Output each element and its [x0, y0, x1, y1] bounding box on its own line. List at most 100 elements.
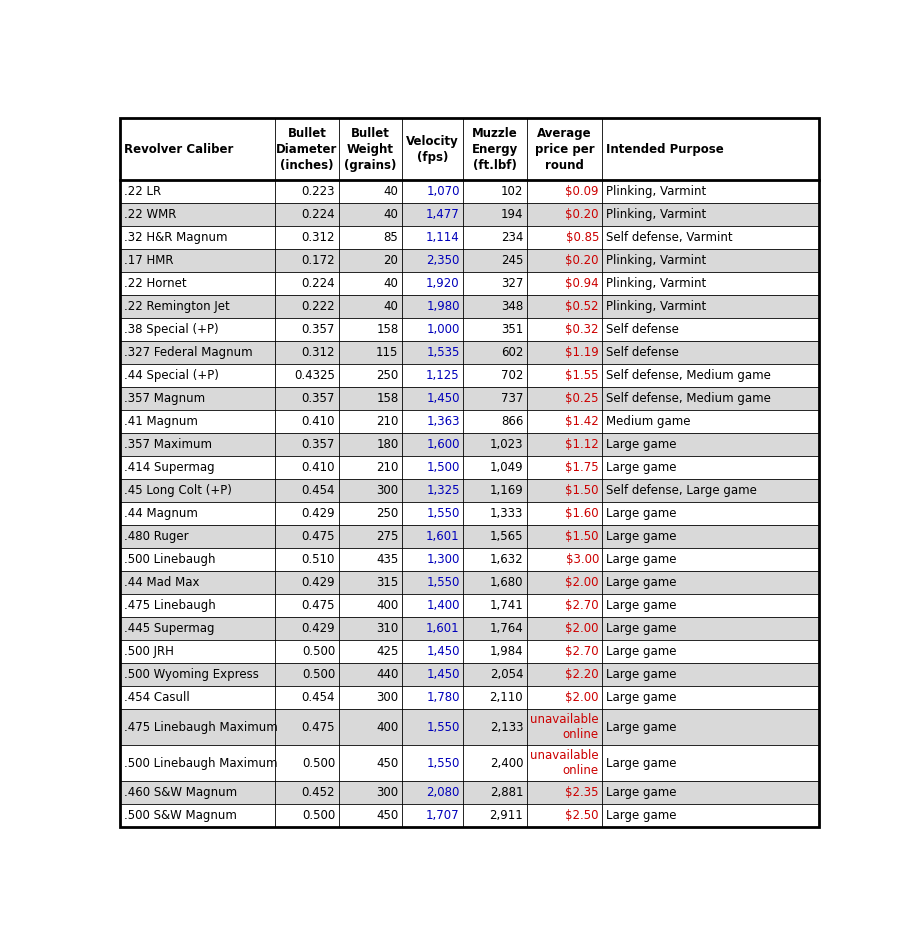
Bar	[120, 272, 819, 296]
Text: $2.00: $2.00	[565, 622, 599, 636]
Text: 1,535: 1,535	[426, 346, 460, 359]
Text: $0.20: $0.20	[565, 255, 599, 268]
Text: 1,601: 1,601	[426, 531, 460, 544]
Text: .460 S&W Magnum: .460 S&W Magnum	[124, 786, 237, 799]
Text: 1,780: 1,780	[426, 692, 460, 705]
Text: 1,363: 1,363	[426, 416, 460, 429]
Text: Large game: Large game	[606, 692, 677, 705]
Text: 40: 40	[384, 209, 398, 222]
Text: Plinking, Varmint: Plinking, Varmint	[606, 255, 706, 268]
Text: 440: 440	[376, 668, 398, 681]
Text: 1,450: 1,450	[426, 392, 460, 405]
Text: unavailable
online: unavailable online	[530, 713, 599, 741]
Text: .22 Remington Jet: .22 Remington Jet	[124, 300, 230, 314]
Text: 2,400: 2,400	[490, 757, 523, 769]
Text: Self defense: Self defense	[606, 346, 679, 359]
Text: .22 Hornet: .22 Hornet	[124, 277, 186, 290]
Text: 400: 400	[376, 599, 398, 612]
Text: Large game: Large game	[606, 721, 677, 734]
Bar	[120, 411, 819, 433]
Text: 2,350: 2,350	[426, 255, 460, 268]
Text: 1,632: 1,632	[489, 553, 523, 566]
Text: 0.454: 0.454	[301, 692, 335, 705]
Text: 602: 602	[501, 346, 523, 359]
Text: 194: 194	[501, 209, 523, 222]
Text: Average
price per
round: Average price per round	[535, 126, 594, 172]
Text: Large game: Large game	[606, 668, 677, 681]
Text: Large game: Large game	[606, 786, 677, 799]
Text: 40: 40	[384, 277, 398, 290]
Text: 0.500: 0.500	[301, 757, 335, 769]
Text: $3.00: $3.00	[565, 553, 599, 566]
Text: Large game: Large game	[606, 507, 677, 520]
Text: 0.429: 0.429	[301, 507, 335, 520]
Text: 85: 85	[384, 231, 398, 244]
Bar	[120, 525, 819, 548]
Text: $1.42: $1.42	[565, 416, 599, 429]
Text: 866: 866	[501, 416, 523, 429]
Text: $0.52: $0.52	[565, 300, 599, 314]
Text: 1,125: 1,125	[426, 370, 460, 383]
Text: Self defense, Medium game: Self defense, Medium game	[606, 392, 771, 405]
Text: $0.20: $0.20	[565, 209, 599, 222]
Text: 0.410: 0.410	[301, 416, 335, 429]
Text: .500 JRH: .500 JRH	[124, 646, 174, 658]
Text: .327 Federal Magnum: .327 Federal Magnum	[124, 346, 252, 359]
Text: 1,550: 1,550	[426, 721, 460, 734]
Text: .45 Long Colt (+P): .45 Long Colt (+P)	[124, 485, 232, 497]
Text: 300: 300	[376, 786, 398, 799]
Text: .22 WMR: .22 WMR	[124, 209, 176, 222]
Text: $2.35: $2.35	[565, 786, 599, 799]
Text: $1.55: $1.55	[565, 370, 599, 383]
Text: 0.312: 0.312	[301, 231, 335, 244]
Text: 1,550: 1,550	[426, 757, 460, 769]
Text: 1,600: 1,600	[426, 438, 460, 451]
Text: .500 S&W Magnum: .500 S&W Magnum	[124, 810, 236, 822]
Text: 0.454: 0.454	[301, 485, 335, 497]
Text: 1,741: 1,741	[489, 599, 523, 612]
Text: .475 Linebaugh Maximum: .475 Linebaugh Maximum	[124, 721, 278, 734]
Text: .500 Linebaugh Maximum: .500 Linebaugh Maximum	[124, 757, 278, 769]
Text: 0.429: 0.429	[301, 622, 335, 636]
Text: 1,023: 1,023	[490, 438, 523, 451]
Bar	[120, 686, 819, 709]
Text: .500 Linebaugh: .500 Linebaugh	[124, 553, 215, 566]
Bar	[120, 250, 819, 272]
Bar	[120, 388, 819, 411]
Text: 40: 40	[384, 185, 398, 198]
Text: 102: 102	[501, 185, 523, 198]
Text: $1.60: $1.60	[565, 507, 599, 520]
Text: Plinking, Varmint: Plinking, Varmint	[606, 209, 706, 222]
Text: 2,911: 2,911	[489, 810, 523, 822]
Text: 327: 327	[501, 277, 523, 290]
Bar	[120, 572, 819, 594]
Text: Plinking, Varmint: Plinking, Varmint	[606, 300, 706, 314]
Bar	[120, 503, 819, 525]
Text: $2.00: $2.00	[565, 577, 599, 590]
Bar	[120, 118, 819, 181]
Text: .475 Linebaugh: .475 Linebaugh	[124, 599, 215, 612]
Text: .44 Mad Max: .44 Mad Max	[124, 577, 199, 590]
Text: .445 Supermag: .445 Supermag	[124, 622, 214, 636]
Text: 702: 702	[501, 370, 523, 383]
Bar	[120, 296, 819, 318]
Bar	[120, 640, 819, 664]
Text: $1.50: $1.50	[565, 531, 599, 544]
Text: 0.357: 0.357	[301, 438, 335, 451]
Text: $0.09: $0.09	[565, 185, 599, 198]
Text: 348: 348	[501, 300, 523, 314]
Text: 0.357: 0.357	[301, 324, 335, 336]
Text: 0.312: 0.312	[301, 346, 335, 359]
Text: 400: 400	[376, 721, 398, 734]
Text: 20: 20	[384, 255, 398, 268]
Text: 737: 737	[501, 392, 523, 405]
Bar	[120, 745, 819, 782]
Text: $0.32: $0.32	[565, 324, 599, 336]
Text: .41 Magnum: .41 Magnum	[124, 416, 198, 429]
Text: .38 Special (+P): .38 Special (+P)	[124, 324, 218, 336]
Bar	[120, 618, 819, 640]
Text: 1,984: 1,984	[489, 646, 523, 658]
Text: Intended Purpose: Intended Purpose	[606, 143, 724, 155]
Text: .480 Ruger: .480 Ruger	[124, 531, 189, 544]
Text: .32 H&R Magnum: .32 H&R Magnum	[124, 231, 227, 244]
